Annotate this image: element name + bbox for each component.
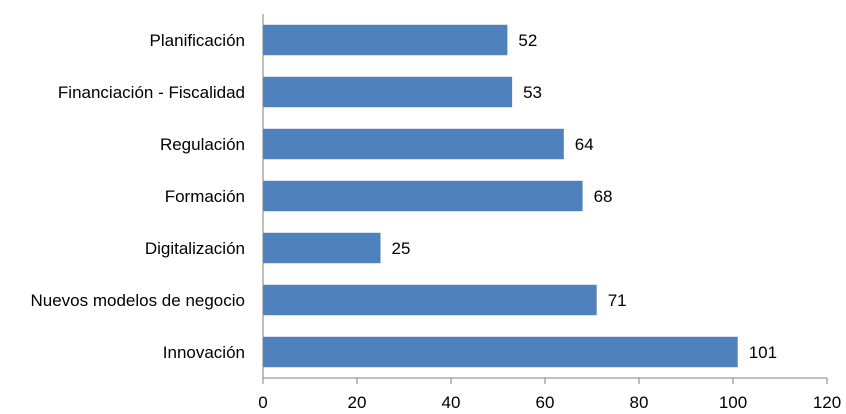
category-label-financiacion-fiscalidad: Financiación - Fiscalidad [58, 83, 245, 102]
x-tick-label-80: 80 [630, 393, 649, 412]
value-label-planificacion: 52 [518, 31, 537, 50]
value-label-regulacion: 64 [575, 135, 594, 154]
bar-regulacion [263, 128, 564, 160]
x-ticks-group: 0 20 40 60 80 100 120 [258, 378, 841, 412]
x-tick-label-100: 100 [719, 393, 747, 412]
value-label-financiacion-fiscalidad: 53 [523, 83, 542, 102]
value-label-digitalizacion: 25 [392, 239, 411, 258]
bars-group [263, 24, 738, 368]
category-label-formacion: Formación [165, 187, 245, 206]
x-tick-label-20: 20 [348, 393, 367, 412]
x-tick-label-40: 40 [442, 393, 461, 412]
value-labels-group: 52 53 64 68 25 71 101 [392, 31, 778, 362]
bar-planificacion [263, 24, 508, 56]
bar-innovacion [263, 336, 738, 368]
bar-nuevos-modelos-de-negocio [263, 284, 597, 316]
category-label-regulacion: Regulación [160, 135, 245, 154]
category-label-innovacion: Innovación [163, 343, 245, 362]
category-label-nuevos-modelos-de-negocio: Nuevos modelos de negocio [30, 291, 245, 310]
category-label-digitalizacion: Digitalización [145, 239, 245, 258]
bar-formacion [263, 180, 583, 212]
value-label-nuevos-modelos-de-negocio: 71 [608, 291, 627, 310]
x-tick-label-120: 120 [813, 393, 841, 412]
bar-digitalizacion [263, 232, 381, 264]
bar-financiacion-fiscalidad [263, 76, 513, 108]
x-tick-label-0: 0 [258, 393, 267, 412]
value-label-formacion: 68 [594, 187, 613, 206]
category-labels-group: Planificación Financiación - Fiscalidad Re… [30, 31, 245, 362]
category-label-planificacion: Planificación [150, 31, 245, 50]
value-label-innovacion: 101 [749, 343, 777, 362]
x-tick-label-60: 60 [536, 393, 555, 412]
